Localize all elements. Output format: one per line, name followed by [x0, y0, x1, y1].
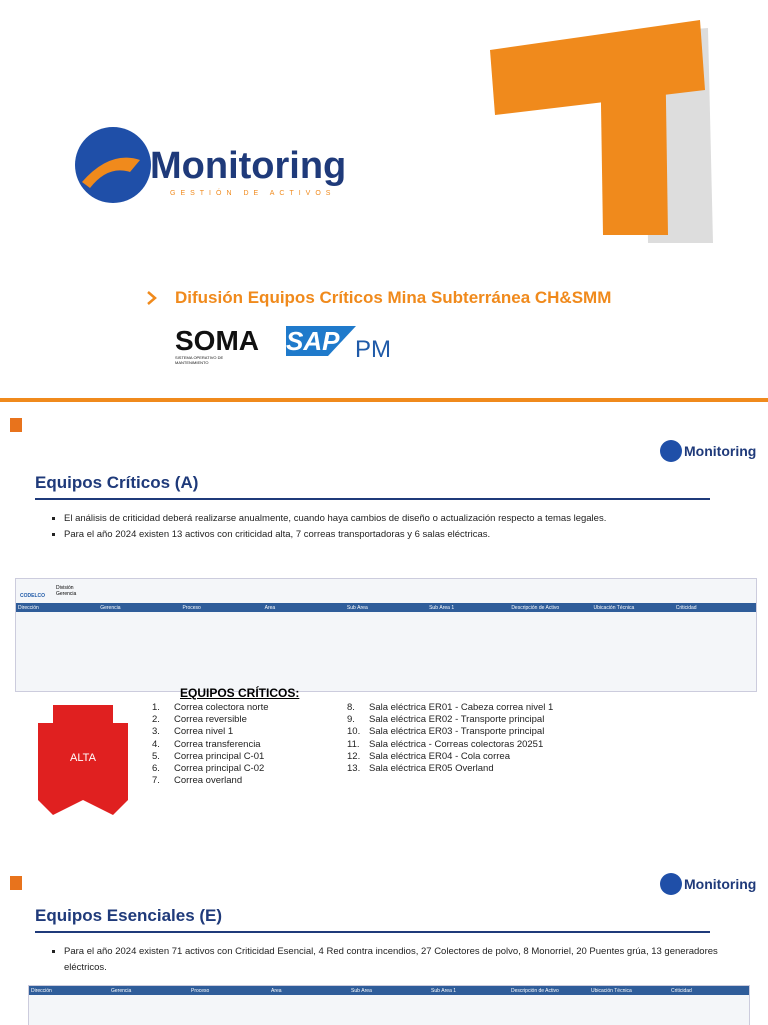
table-header-cell: Dirección: [31, 987, 52, 994]
table-header-cell: Área: [264, 604, 276, 611]
table-image: CODELCO División Gerencia Dirección Geren…: [15, 578, 757, 692]
table-header-cell: Sub Área 1: [429, 604, 455, 611]
list-item: 7. Correa overland: [152, 775, 269, 787]
logo-icon: [660, 873, 682, 895]
list-text: Sala eléctrica ER04 - Cola correa: [369, 750, 510, 762]
table-header-cell: Descripción de Activo: [511, 987, 559, 994]
bullet-list: El análisis de criticidad deberá realiza…: [50, 511, 724, 543]
pm-label: PM: [355, 336, 391, 363]
divider: [0, 398, 768, 402]
list-num: 12.: [347, 750, 361, 762]
list-text: Sala eléctrica ER02 - Transporte princip…: [369, 714, 545, 726]
table-header: Dirección Gerencia Proceso Área Sub Área Sub …: [16, 603, 756, 612]
icon: [10, 876, 22, 890]
list-right: 8. Sala eléctrica ER01 - Cabeza correa ni…: [347, 702, 553, 775]
soma-sub: SISTEMA OPERATIVO DE MANTENIMIENTO: [175, 355, 224, 365]
table-header-cell: Gerencia: [100, 604, 121, 611]
list-text: Correa overland: [174, 775, 243, 787]
title-rule: [35, 931, 710, 933]
slide-title: Equipos Críticos (A): [35, 473, 199, 492]
cover-graphics: SAP: [75, 20, 713, 356]
list-num: 2.: [152, 714, 160, 726]
table-header-cell: Proceso: [191, 987, 210, 994]
list-text: Correa transferencia: [174, 738, 261, 750]
list-text: Sala eléctrica ER05 Overland: [369, 763, 494, 775]
table-header-cell: Ubicación Técnica: [593, 604, 635, 611]
table-header-cell: Descripción de Activo: [511, 604, 560, 611]
table-header-cell: Sub Área: [351, 987, 372, 994]
list-num: 9.: [347, 714, 355, 726]
title-rule: [35, 498, 710, 500]
list-num: 3.: [152, 726, 160, 738]
table-header-cell: Criticidad: [671, 987, 692, 994]
list-left: 1. Correa colectora norte 2. Correa reversi…: [152, 702, 269, 787]
list-item: 4. Correa transferencia: [152, 739, 269, 751]
bullet-list: Para el año 2024 existen 71 activos con …: [50, 944, 734, 976]
table-header-cell: Criticidad: [675, 604, 697, 611]
list-item: 8. Sala eléctrica ER01 - Cabeza correa ni…: [347, 702, 553, 714]
table-image: Dirección Gerencia Proceso Área Sub Área Sub …: [28, 985, 750, 1025]
list-title: EQUIPOS CRÍTICOS:: [180, 686, 300, 700]
list-item: 13. Sala eléctrica ER05 Overland: [347, 763, 553, 775]
badge-label: ALTA: [70, 752, 96, 764]
table-brand: CODELCO: [20, 593, 45, 599]
list-item: 11. Sala eléctrica - Correas colectoras 2…: [347, 739, 553, 751]
logo-tagline: GESTIÓN DE ACTIVOS: [170, 190, 336, 197]
list-item: 1. Correa colectora norte: [152, 702, 269, 714]
list-text: Sala eléctrica ER01 - Cabeza correa nive…: [369, 702, 554, 713]
logo-text: Monitoring: [150, 145, 347, 187]
list-num: 4.: [152, 738, 160, 750]
list-item: 10. Sala eléctrica ER03 - Transporte prin…: [347, 726, 553, 738]
cover-title: Difusión Equipos Críticos Mina Subterrán…: [175, 288, 612, 307]
list-num: 5.: [152, 750, 160, 762]
slide-title: Equipos Esenciales (E): [35, 906, 223, 925]
list-num: 6.: [152, 763, 160, 775]
list-num: 8.: [347, 702, 355, 713]
logo-text: Monitoring: [684, 876, 757, 892]
logo-icon: [660, 440, 682, 462]
bullet: Para el año 2024 existen 13 activos con …: [64, 527, 724, 543]
list-item: 3. Correa nivel 1: [152, 726, 269, 738]
list-item: 12. Sala eléctrica ER04 - Cola correa: [347, 751, 553, 763]
table-header-cell: Área: [271, 987, 282, 994]
list-item: 5. Correa principal C-01: [152, 751, 269, 763]
table-header-cell: Proceso: [182, 604, 201, 611]
list-num: 11.: [347, 738, 360, 750]
table-header-cell: Gerencia: [111, 987, 132, 994]
table-header: Dirección Gerencia Proceso Área Sub Área Sub …: [29, 986, 749, 995]
list-item: 6. Correa principal C-02: [152, 763, 269, 775]
table-header-cell: Ubicación Técnica: [591, 987, 632, 994]
list-num: 10.: [347, 726, 361, 738]
bullet: El análisis de criticidad deberá realiza…: [64, 511, 724, 527]
list-item: 9. Sala eléctrica ER02 - Transporte princ…: [347, 714, 553, 726]
table-org: Gerencia: [56, 591, 77, 597]
table-header-cell: Dirección: [18, 604, 39, 611]
list-text: Correa colectora norte: [174, 702, 269, 713]
list-num: 13.: [347, 763, 361, 775]
icon: [10, 418, 22, 432]
list-text: Sala eléctrica ER03 - Transporte princip…: [369, 726, 545, 738]
list-num: 7.: [152, 775, 160, 787]
list-text: Correa reversible: [174, 714, 247, 726]
list-text: Correa principal C-02: [174, 763, 265, 775]
bullet: Para el año 2024 existen 71 activos con …: [64, 944, 734, 976]
list-text: Correa principal C-01: [174, 750, 265, 762]
logo-text: Monitoring: [684, 443, 757, 459]
list-item: 2. Correa reversible: [152, 714, 269, 726]
table-org: División: [56, 585, 74, 591]
table-header-cell: Sub Área 1: [431, 987, 457, 994]
list-num: 1.: [152, 702, 160, 713]
list-text: Correa nivel 1: [174, 726, 234, 738]
soma-logo: SOMA: [175, 325, 259, 356]
list-text: Sala eléctrica - Correas colectoras 2025…: [369, 738, 544, 750]
table-header-cell: Sub Área: [346, 604, 368, 611]
badge-shape: [38, 705, 128, 815]
